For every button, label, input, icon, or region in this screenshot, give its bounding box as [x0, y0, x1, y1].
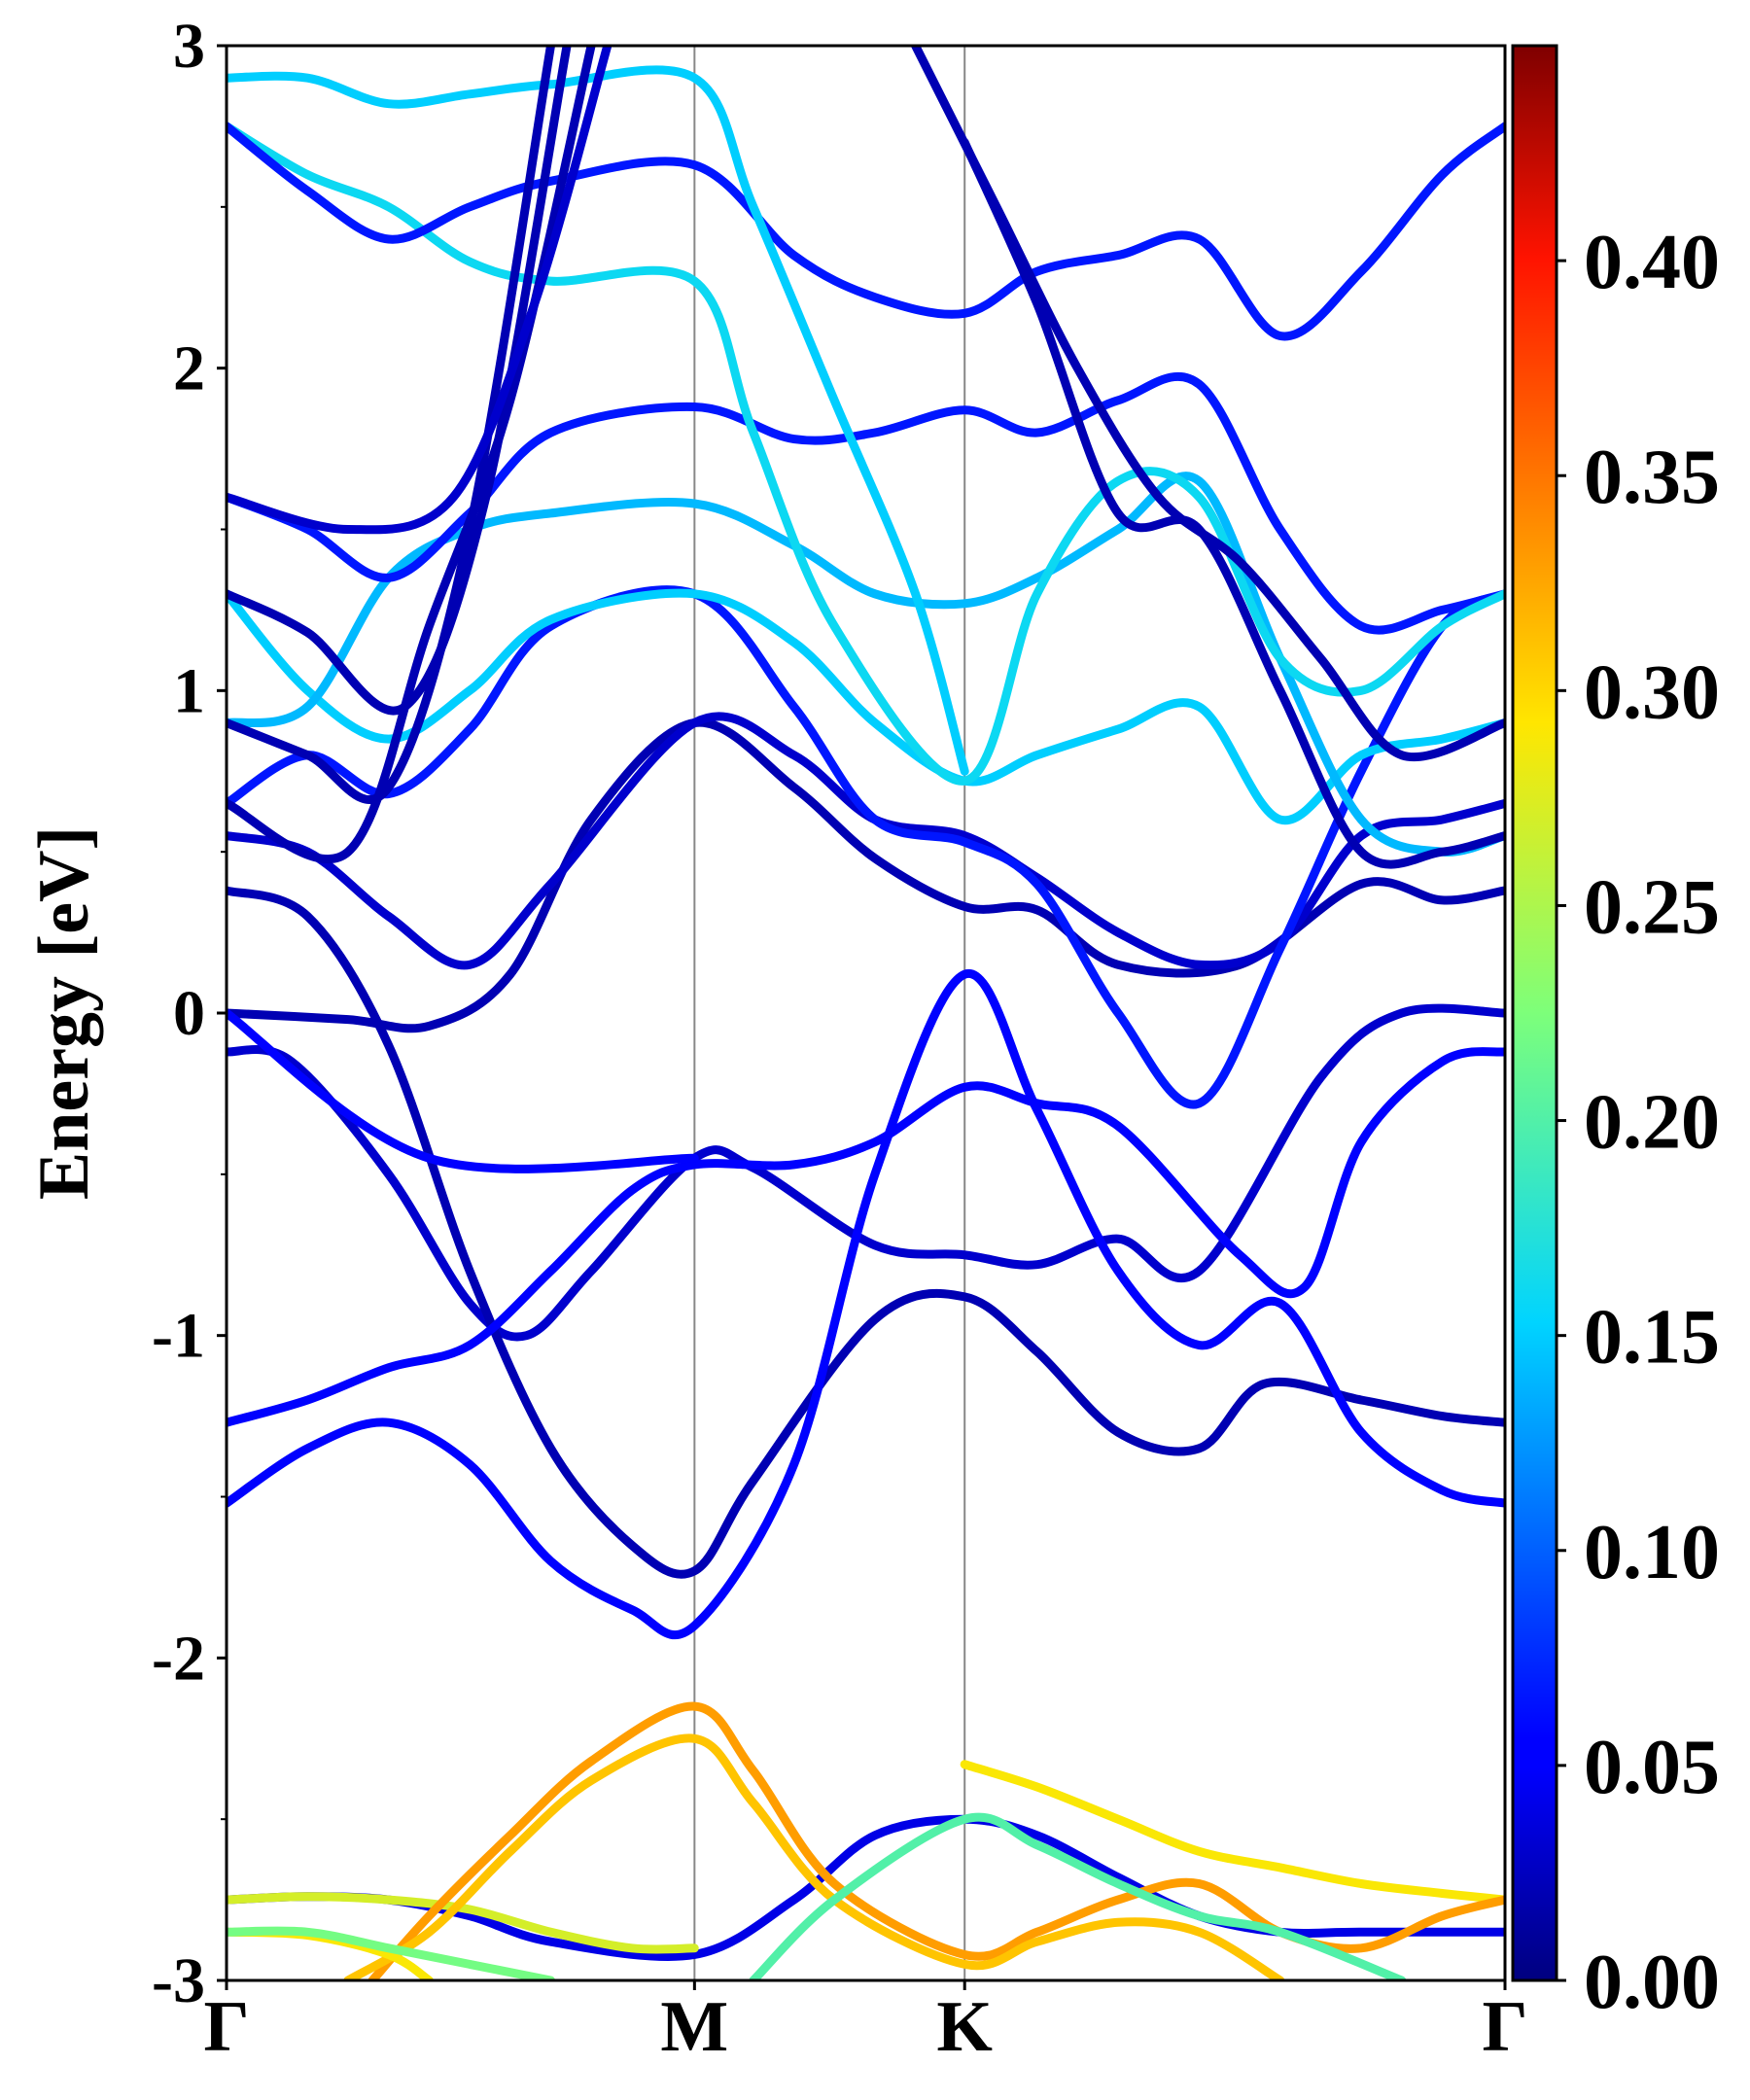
band-2 [227, 886, 1505, 1579]
x-tick-label-2: K [936, 1987, 993, 2067]
colorbar-tick-label-0: 0.00 [1584, 1940, 1720, 2025]
band-22 [960, 1760, 1505, 1905]
band-12 [227, 122, 1505, 341]
band-16 [227, 46, 596, 864]
colorbar-tick-label-1: 0.05 [1584, 1725, 1720, 1810]
band-13 [227, 65, 969, 776]
colorbar-tick-label-6: 0.30 [1584, 649, 1720, 735]
colorbar-tick-label-3: 0.15 [1584, 1295, 1720, 1381]
y-axis-label: Energy [eV] [24, 826, 104, 1200]
colorbar-tick-label-2: 0.10 [1584, 1510, 1720, 1595]
colorbar-tick-label-4: 0.20 [1584, 1080, 1720, 1166]
band-7 [227, 585, 1505, 1109]
y-tick-label-0: 3 [173, 11, 205, 82]
x-tick-label-0: Γ [203, 1987, 249, 2067]
band-4 [227, 968, 1505, 1640]
plot-area: 3 2 1 0 -1 -2 -3 Γ M K Γ [152, 11, 1528, 2067]
band-25 [749, 1812, 1407, 1980]
x-tick-label-1: M [660, 1987, 728, 2067]
band-17 [227, 46, 612, 535]
band-27 [227, 1926, 555, 1980]
colorbar-ticks: 0.00 0.05 0.10 0.15 0.20 0.25 0.30 0.35 0.40 [1557, 220, 1720, 2025]
band-1 [227, 1003, 1505, 1342]
band-15 [227, 46, 572, 716]
band-21 [227, 1892, 699, 1954]
band-14 [227, 46, 555, 804]
band-10 [227, 371, 1505, 635]
band-19 [911, 46, 1505, 762]
x-tick-label-3: Γ [1482, 1987, 1527, 2067]
colorbar-tick-label-7: 0.35 [1584, 435, 1720, 520]
y-tick-label-3: 0 [173, 978, 205, 1049]
band-18 [960, 138, 1505, 869]
bands [227, 46, 1505, 1980]
y-tick-label-6: -3 [152, 1945, 205, 2016]
y-tick-label-1: 2 [173, 333, 205, 404]
band-9 [227, 472, 1505, 857]
colorbar-tick-label-8: 0.40 [1584, 220, 1720, 305]
y-axis: 3 2 1 0 -1 -2 -3 [152, 11, 227, 2016]
band-11 [227, 122, 1505, 786]
band-24 [343, 1733, 1285, 1980]
y-tick-label-5: -2 [152, 1623, 205, 1694]
high-symmetry-lines [693, 46, 966, 1980]
y-tick-label-4: -1 [152, 1301, 205, 1372]
colorbar-gradient [1511, 44, 1558, 1982]
colorbar: 0.00 0.05 0.10 0.15 0.20 0.25 0.30 0.35 0.40 [1511, 44, 1720, 2025]
colorbar-tick-label-5: 0.25 [1584, 864, 1720, 950]
band-8 [227, 588, 1505, 825]
y-tick-label-2: 1 [173, 655, 205, 726]
plot-frame [225, 44, 1507, 1982]
band-5 [227, 1008, 699, 1173]
